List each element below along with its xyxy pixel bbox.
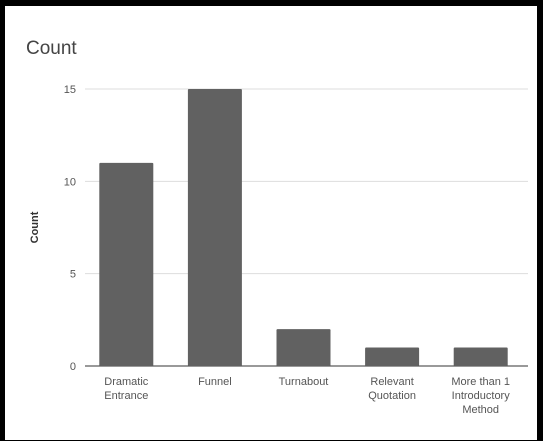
x-tick-label-line: Method xyxy=(462,404,499,416)
x-tick-label-1: Funnel xyxy=(198,376,232,388)
x-tick-label-line: More than 1 xyxy=(451,376,510,388)
x-tick-label-line: Funnel xyxy=(198,376,232,388)
x-tick-label-3: Relevant Quotation xyxy=(368,376,416,402)
y-tick-label-10: 10 xyxy=(64,176,76,188)
y-tick-label-0: 0 xyxy=(70,361,76,373)
x-tick-label-line: Dramatic xyxy=(104,376,149,388)
y-axis-label: Count xyxy=(29,211,41,243)
x-tick-label-line: Entrance xyxy=(104,390,148,402)
bar-0 xyxy=(99,162,154,366)
chart-title: Count xyxy=(26,38,77,59)
x-tick-label-line: Introductory xyxy=(452,390,511,402)
x-tick-label-line: Relevant xyxy=(370,376,413,388)
y-tick-label-15: 15 xyxy=(64,84,76,96)
x-tick-label-2: Turnabout xyxy=(279,376,329,388)
x-tick-label-line: Quotation xyxy=(368,390,416,402)
bar-1 xyxy=(187,89,242,366)
y-tick-label-5: 5 xyxy=(70,269,76,281)
bar-4 xyxy=(453,347,508,366)
bar-3 xyxy=(365,347,420,366)
x-tick-label-4: More than 1 Introductory Method xyxy=(451,376,510,416)
x-tick-label-line: Turnabout xyxy=(279,376,329,388)
x-tick-label-0: Dramatic Entrance xyxy=(104,376,149,402)
bar-2 xyxy=(276,329,331,366)
